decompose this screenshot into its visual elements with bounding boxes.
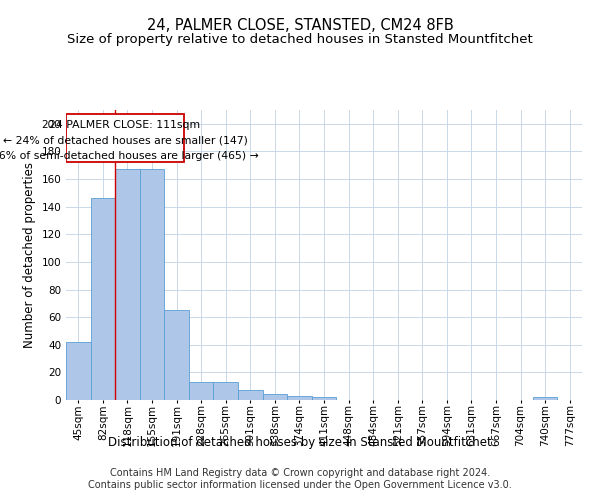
Bar — [263, 394, 287, 400]
Bar — [164, 310, 189, 400]
Bar — [312, 397, 336, 400]
Bar — [214, 382, 238, 400]
Bar — [287, 396, 312, 400]
Text: 24, PALMER CLOSE, STANSTED, CM24 8FB: 24, PALMER CLOSE, STANSTED, CM24 8FB — [146, 18, 454, 32]
Text: Size of property relative to detached houses in Stansted Mountfitchet: Size of property relative to detached ho… — [67, 32, 533, 46]
Bar — [533, 397, 557, 400]
Text: 24 PALMER CLOSE: 111sqm: 24 PALMER CLOSE: 111sqm — [49, 120, 200, 130]
Bar — [189, 382, 214, 400]
Bar — [91, 198, 115, 400]
Text: 76% of semi-detached houses are larger (465) →: 76% of semi-detached houses are larger (… — [0, 152, 259, 162]
Bar — [66, 342, 91, 400]
Text: ← 24% of detached houses are smaller (147): ← 24% of detached houses are smaller (14… — [2, 136, 247, 145]
Text: Contains public sector information licensed under the Open Government Licence v3: Contains public sector information licen… — [88, 480, 512, 490]
Text: Distribution of detached houses by size in Stansted Mountfitchet: Distribution of detached houses by size … — [108, 436, 492, 449]
Text: Contains HM Land Registry data © Crown copyright and database right 2024.: Contains HM Land Registry data © Crown c… — [110, 468, 490, 477]
Bar — [115, 170, 140, 400]
Bar — [66, 114, 184, 162]
Bar — [140, 170, 164, 400]
Bar — [238, 390, 263, 400]
Y-axis label: Number of detached properties: Number of detached properties — [23, 162, 36, 348]
